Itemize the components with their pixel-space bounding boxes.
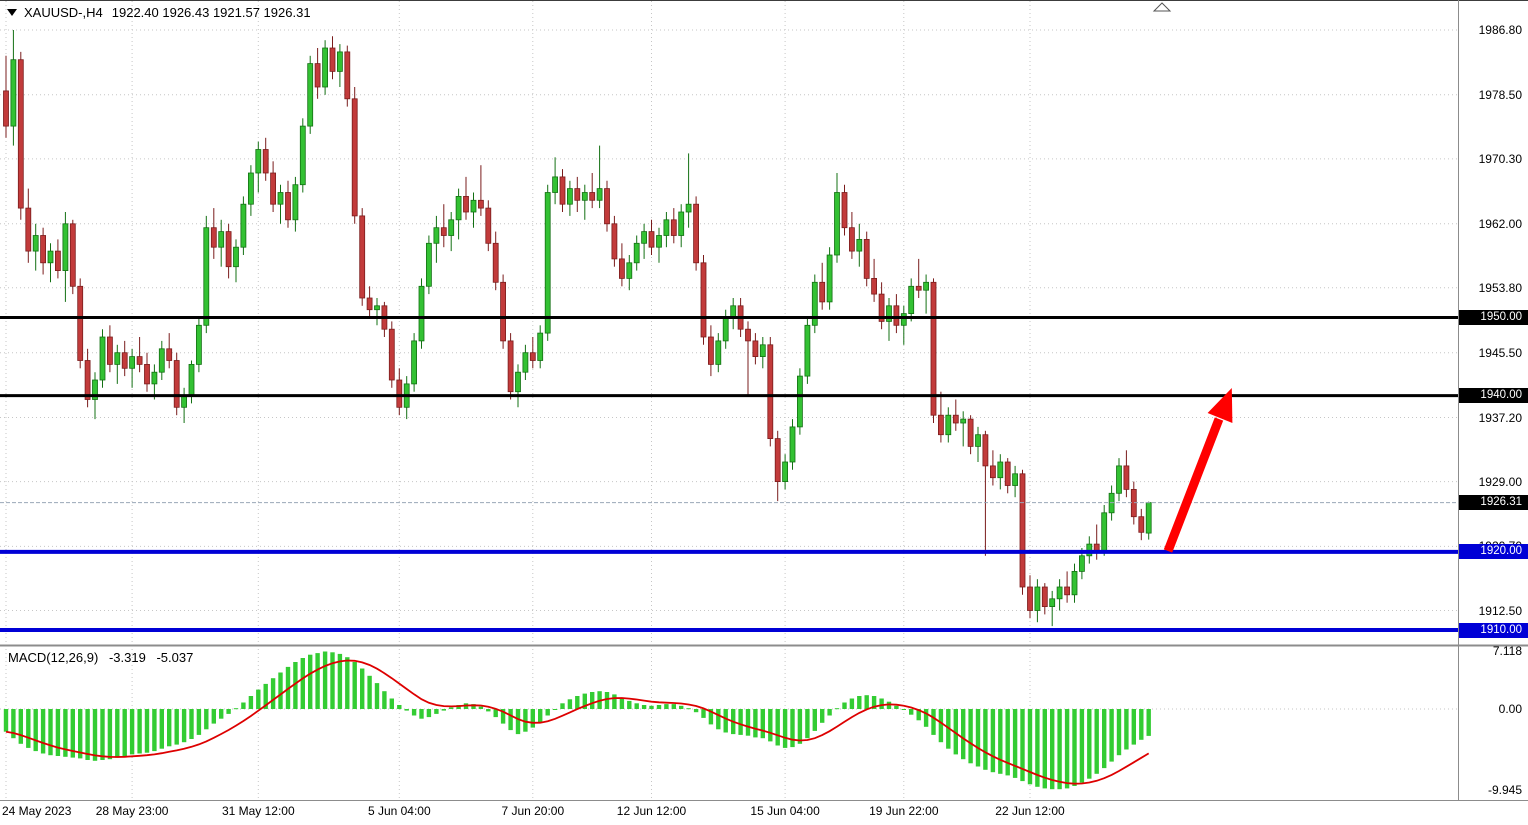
macd-histogram	[3, 651, 1151, 790]
chart-shift-marker-icon[interactable]	[1152, 2, 1172, 12]
grid-layer	[0, 1, 1458, 800]
macd-indicator-label: MACD(12,26,9) -3.319 -5.037	[8, 650, 200, 665]
macd-name: MACD(12,26,9)	[8, 650, 99, 665]
symbol-dropdown-icon[interactable]	[7, 9, 17, 16]
chart-ohlc-values: 1922.40 1926.43 1921.57 1926.31	[111, 5, 311, 20]
macd-signal-value: -5.037	[156, 650, 194, 665]
candles-layer	[3, 30, 1152, 627]
macd-signal-line	[5, 659, 1150, 785]
trend-arrow[interactable]	[1163, 388, 1233, 553]
chart-symbol-period: XAUUSD-,H4	[24, 5, 103, 20]
macd-main-value: -3.319	[108, 650, 146, 665]
chart-title: XAUUSD-,H4 1922.40 1926.43 1921.57 1926.…	[7, 5, 311, 20]
separators	[0, 0, 1528, 801]
